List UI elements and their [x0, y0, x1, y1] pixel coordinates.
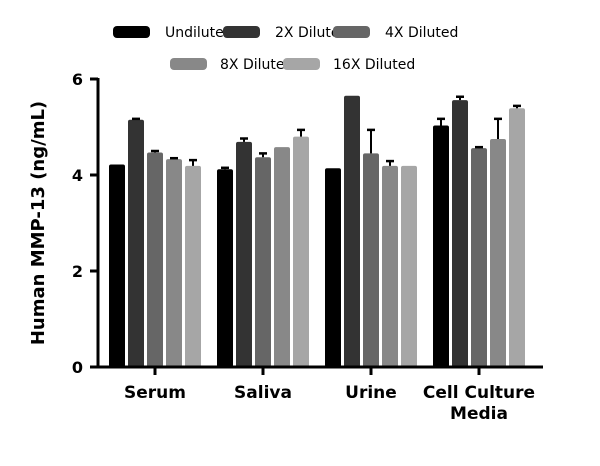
bar-undiluted — [217, 169, 233, 367]
legend-label: 8X Diluted — [220, 57, 293, 73]
axes — [96, 78, 543, 369]
bar-2x-diluted — [452, 100, 468, 368]
bar-4x-diluted — [255, 157, 271, 367]
y-axis-label: Human MMP-13 (ng/mL) — [28, 101, 49, 345]
bar-2x-diluted — [128, 119, 144, 367]
bar-undiluted — [109, 164, 125, 367]
legend: Undiluted 2X Diluted 4X Diluted 8X Diluted 1… — [113, 25, 458, 73]
bar-undiluted — [433, 125, 449, 367]
bars — [109, 95, 525, 375]
x-category-label: Cell Culture — [423, 383, 535, 403]
bar-2x-diluted — [236, 141, 252, 367]
bar-undiluted — [325, 168, 341, 367]
bar-2x-diluted — [344, 95, 360, 368]
y-tick-label: 2 — [72, 262, 83, 281]
y-ticks: 0 2 4 6 — [72, 70, 98, 377]
bar-16x-diluted — [293, 136, 309, 367]
legend-swatch — [113, 26, 150, 38]
x-category-label: Media — [450, 404, 508, 424]
bar-16x-diluted — [401, 165, 417, 367]
legend-swatch — [223, 26, 260, 38]
y-tick-label: 0 — [72, 358, 83, 377]
bar-8x-diluted — [382, 165, 398, 367]
legend-swatch — [283, 58, 320, 70]
bar-4x-diluted — [471, 148, 487, 367]
bar-8x-diluted — [166, 159, 182, 367]
bar-4x-diluted — [363, 153, 379, 367]
x-category-label: Urine — [345, 383, 397, 403]
legend-swatch — [333, 26, 370, 38]
legend-label: 4X Diluted — [385, 25, 458, 41]
bar-4x-diluted — [147, 152, 163, 367]
legend-swatch — [170, 58, 207, 70]
y-tick-label: 6 — [72, 70, 83, 89]
bar-8x-diluted — [274, 147, 290, 367]
bar-8x-diluted — [490, 139, 506, 367]
legend-label: 2X Diluted — [275, 25, 348, 41]
legend-label: 16X Diluted — [333, 57, 415, 73]
bar-16x-diluted — [509, 108, 525, 367]
bar-16x-diluted — [185, 165, 201, 367]
x-category-label: Serum — [124, 383, 186, 403]
y-tick-label: 4 — [72, 166, 83, 185]
legend-label: Undiluted — [165, 25, 233, 41]
x-category-label: Saliva — [234, 383, 292, 403]
